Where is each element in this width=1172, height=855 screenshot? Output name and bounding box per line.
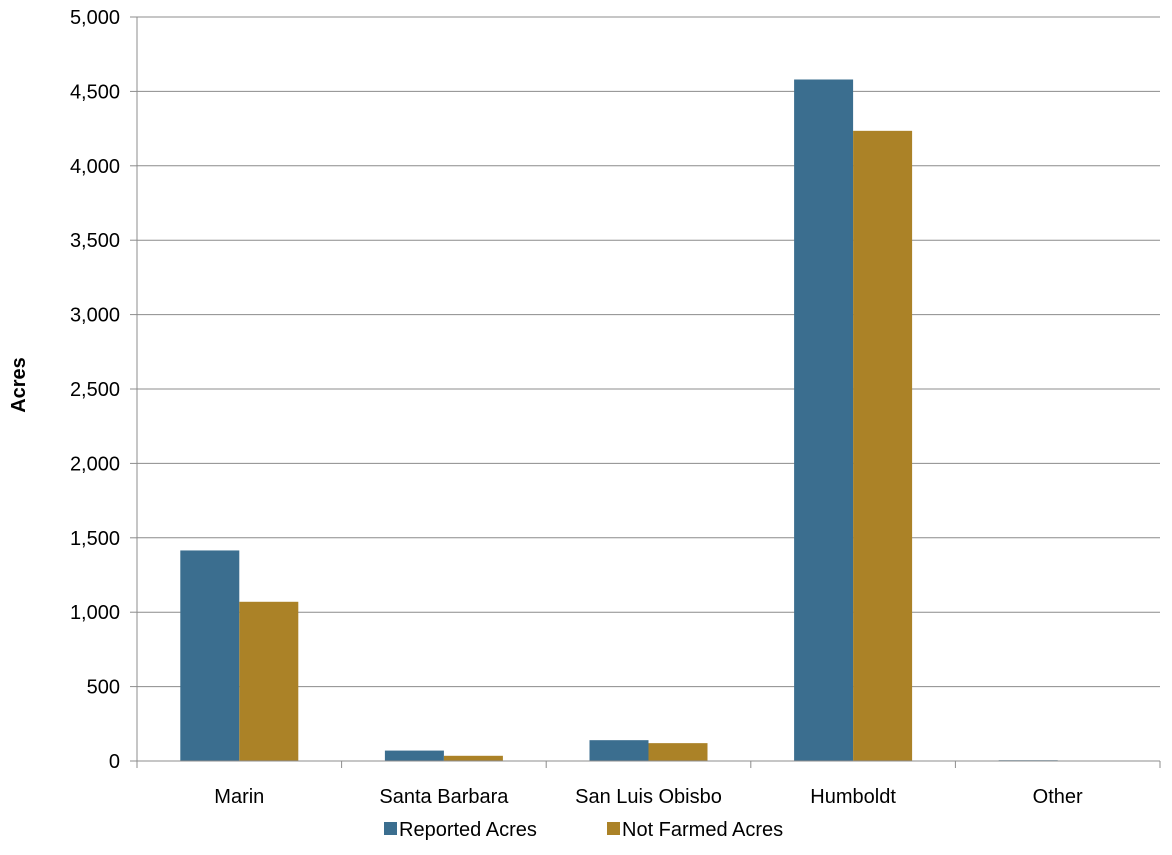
x-category-label: Humboldt — [810, 786, 896, 808]
y-tick-label: 1,000 — [70, 602, 120, 624]
legend-swatch — [384, 822, 397, 835]
legend-label: Reported Acres — [399, 819, 537, 841]
legend-item-reported: Reported Acres — [384, 819, 537, 841]
bar-not-farmed — [648, 743, 708, 761]
axes — [136, 17, 1161, 768]
bar-not-farmed — [239, 601, 299, 761]
y-tick-label: 4,500 — [70, 81, 120, 103]
legend: Reported Acres Not Farmed Acres — [384, 819, 783, 841]
y-tick-labels: 0 500 1,000 1,500 2,000 2,500 3,000 3,500 4,000 4… — [70, 7, 120, 773]
y-tick-label: 3,500 — [70, 230, 120, 252]
bar-reported — [794, 79, 854, 762]
x-category-label: San Luis Obisbo — [575, 786, 722, 808]
y-tick-label: 2,500 — [70, 379, 120, 401]
x-category-label: Marin — [214, 786, 264, 808]
y-tick-label: 2,000 — [70, 453, 120, 475]
x-category-label: Other — [1033, 786, 1083, 808]
x-category-label: Santa Barbara — [379, 786, 509, 808]
bar-reported — [180, 550, 240, 761]
bars — [180, 79, 1058, 762]
y-tick-label: 4,000 — [70, 156, 120, 178]
legend-swatch — [607, 822, 620, 835]
y-tick-label: 0 — [109, 751, 120, 773]
bar-not-farmed — [853, 130, 913, 761]
x-category-labels: Marin Santa Barbara San Luis Obisbo Humbold… — [214, 786, 1083, 808]
legend-item-not-farmed: Not Farmed Acres — [607, 819, 783, 841]
legend-label: Not Farmed Acres — [622, 819, 783, 841]
y-axis-title: Acres — [8, 357, 30, 413]
bar-reported — [589, 740, 649, 761]
y-tick-label: 5,000 — [70, 7, 120, 29]
bar-reported — [384, 750, 444, 761]
y-tick-label: 500 — [87, 677, 120, 699]
y-tick-label: 1,500 — [70, 528, 120, 550]
y-tick-label: 3,000 — [70, 305, 120, 327]
gridlines — [130, 16, 1160, 762]
bar-not-farmed — [443, 755, 503, 761]
